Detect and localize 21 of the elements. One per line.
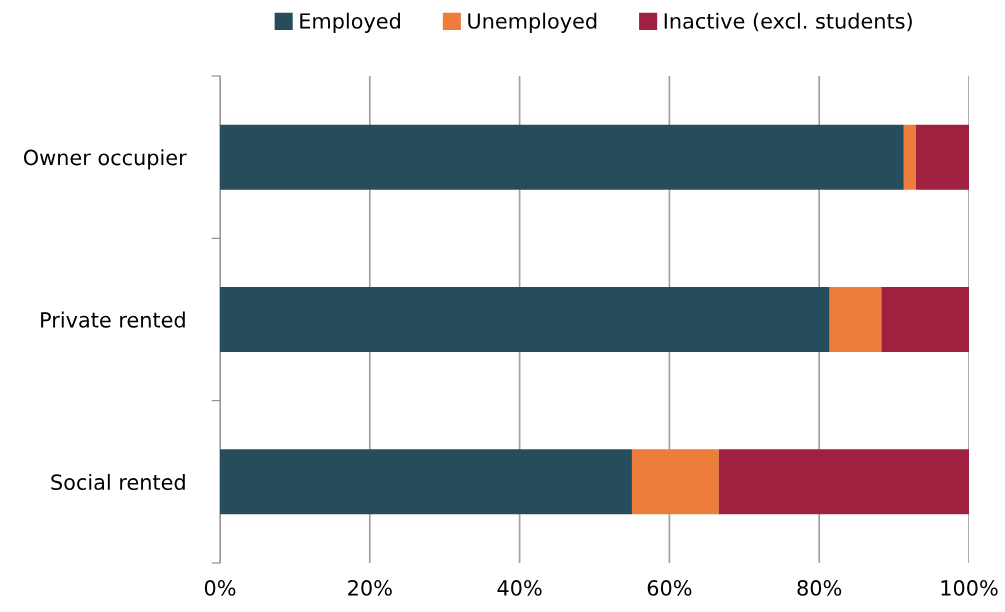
bar	[631, 449, 719, 515]
legend-label: Unemployed	[468, 12, 597, 33]
y-tick-label: Private rented	[41, 311, 185, 328]
bar	[718, 449, 969, 515]
bar	[220, 449, 632, 515]
bar	[220, 287, 830, 352]
x-tick-label: 20%	[348, 580, 392, 596]
bar	[829, 287, 882, 352]
x-tick-label: 40%	[497, 580, 542, 596]
legend-label: Employed	[300, 12, 400, 33]
y-tick-label: Social rented	[51, 473, 185, 491]
x-tick-label: 0%	[204, 580, 236, 596]
x-tick-label: 80%	[797, 580, 842, 596]
x-tick-label: 100%	[941, 580, 998, 596]
bar	[220, 124, 904, 190]
bar	[903, 124, 916, 190]
x-tick-label: 60%	[647, 580, 692, 596]
legend-label: Inactive (excl. students)	[664, 12, 912, 32]
bar	[915, 124, 969, 190]
bar	[881, 287, 969, 352]
y-tick-label: Owner occupier	[23, 149, 187, 170]
